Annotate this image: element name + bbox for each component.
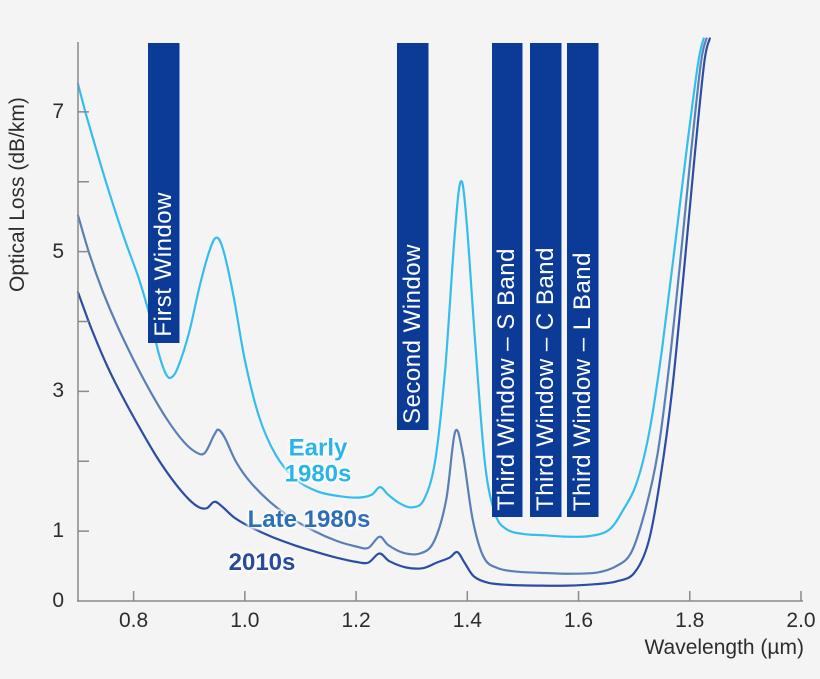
band-bar-third-window-s-band: Third Window – S Band: [492, 43, 523, 517]
curve-early-1980s: [76, 37, 705, 538]
series-label-early-1980s: Early 1980s: [284, 434, 352, 489]
y-tick-label: 3: [52, 379, 64, 403]
band-label-second-window: Second Window: [398, 244, 426, 424]
y-tick-label: 1: [52, 519, 64, 543]
y-tick-label: 0: [52, 589, 64, 612]
series-label-line: 2010s: [228, 548, 296, 576]
x-tick-label: 2.0: [786, 609, 816, 632]
x-tick-label: 1.2: [341, 609, 371, 632]
band-bar-first-window: First Window: [148, 43, 180, 343]
y-tick-label: 7: [52, 99, 64, 123]
series-label-2010s: 2010s: [228, 548, 296, 576]
band-label-first-window: First Window: [149, 192, 177, 337]
x-axis-title: Wavelength (µm): [644, 636, 804, 659]
y-tick-label: 5: [52, 239, 64, 263]
band-label-third-window-s-band: Third Window – S Band: [493, 248, 520, 511]
x-tick-label: 1.0: [230, 609, 260, 632]
series-label-line: Late 1980s: [247, 505, 371, 533]
x-tick-label: 1.8: [675, 609, 705, 632]
band-label-third-window-l-band: Third Window – L Band: [568, 251, 596, 511]
x-tick-label: 1.6: [563, 609, 594, 632]
curve-2010s: [76, 37, 711, 587]
band-bar-second-window: Second Window: [397, 43, 429, 430]
x-tick-label: 1.4: [452, 609, 482, 632]
band-label-third-window-c-band: Third Window – C Band: [531, 247, 559, 511]
x-tick-label: 0.8: [119, 609, 149, 632]
series-label-line: 1980s: [284, 461, 352, 488]
band-bar-third-window-c-band: Third Window – C Band: [530, 43, 562, 517]
series-label-line: Early: [288, 434, 348, 462]
band-bar-third-window-l-band: Third Window – L Band: [567, 43, 599, 517]
curve-late-1980s: [76, 37, 708, 575]
series-label-late-1980s: Late 1980s: [247, 505, 371, 533]
